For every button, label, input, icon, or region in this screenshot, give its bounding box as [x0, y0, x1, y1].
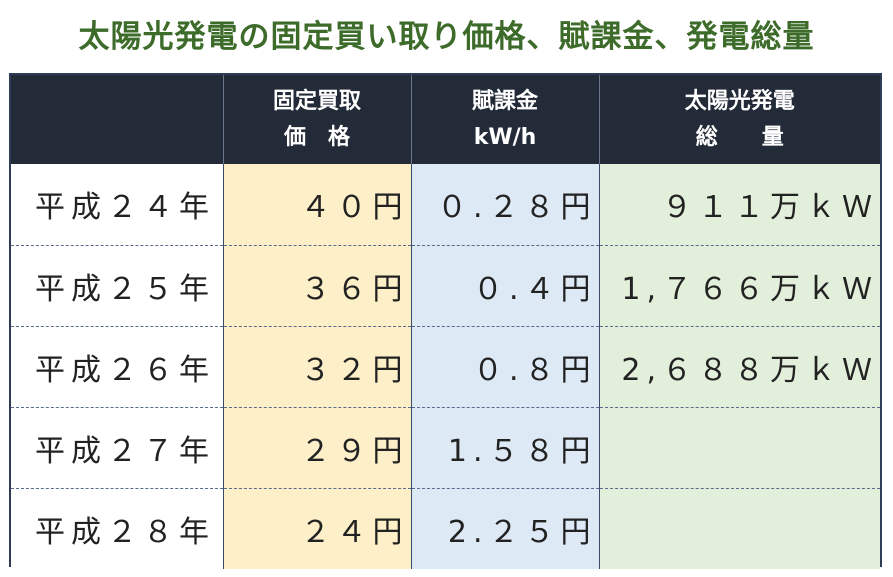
price-cell: ２９円	[223, 407, 412, 489]
year-cell: 平成２８年	[11, 488, 224, 569]
table-row: 平成２４年 ４０円 ０.２８円 ９１１万ｋＷ	[11, 164, 880, 246]
levy-cell: ０.８円	[411, 326, 600, 408]
price-cell: ４０円	[223, 164, 412, 246]
table-row: 平成２５年 ３６円 ０.４円 1,７６６万ｋＷ	[11, 245, 880, 327]
generation-cell: ９１１万ｋＷ	[599, 164, 880, 246]
header-generation-line2: 総 量	[695, 124, 784, 150]
levy-cell: ０.２８円	[411, 164, 600, 246]
header-generation: 太陽光発電 総 量	[599, 75, 880, 164]
generation-cell	[599, 488, 880, 569]
price-cell: ２４円	[223, 488, 412, 569]
year-cell: 平成２５年	[11, 245, 224, 327]
header-levy-line1: 賦課金	[471, 88, 538, 114]
table-row: 平成２８年 ２４円 2.２５円	[11, 488, 880, 569]
header-generation-line1: 太陽光発電	[684, 88, 795, 114]
generation-cell	[599, 407, 880, 489]
levy-cell: 2.２５円	[411, 488, 600, 569]
header-levy-line2: kW/h	[473, 124, 537, 150]
price-cell: ３６円	[223, 245, 412, 327]
header-levy: 賦課金 kW/h	[411, 75, 600, 164]
year-cell: 平成２７年	[11, 407, 224, 489]
table-row: 平成２６年 ３２円 ０.８円 2,６８８万ｋＷ	[11, 326, 880, 408]
price-cell: ３２円	[223, 326, 412, 408]
header-row: 固定買取 価 格 賦課金 kW/h 太陽光発電 総 量	[11, 75, 880, 164]
header-year	[11, 75, 224, 164]
page-title: 太陽光発電の固定買い取り価格、賦課金、発電総量	[78, 18, 815, 55]
year-cell: 平成２４年	[11, 164, 224, 246]
generation-cell: 1,７６６万ｋＷ	[599, 245, 880, 327]
generation-cell: 2,６８８万ｋＷ	[599, 326, 880, 408]
levy-cell: ０.４円	[411, 245, 600, 327]
levy-cell: 1.５８円	[411, 407, 600, 489]
header-price: 固定買取 価 格	[223, 75, 412, 164]
header-price-line1: 固定買取	[272, 88, 361, 114]
year-cell: 平成２６年	[11, 326, 224, 408]
data-table: 固定買取 価 格 賦課金 kW/h 太陽光発電 総 量 平成２４年 ４０円 ０.…	[9, 73, 882, 569]
table-row: 平成２７年 ２９円 1.５８円	[11, 407, 880, 489]
header-price-line2: 価 格	[283, 124, 350, 150]
